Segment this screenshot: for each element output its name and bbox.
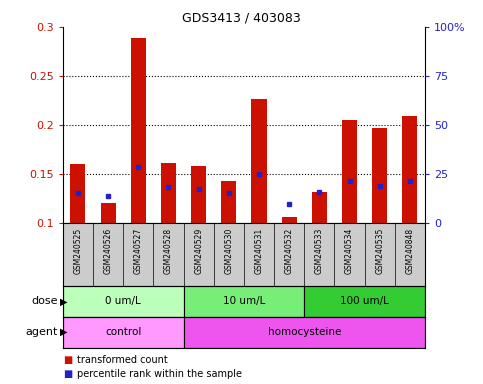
Text: GSM240527: GSM240527 bbox=[134, 228, 143, 274]
Text: ▶: ▶ bbox=[60, 296, 68, 306]
Bar bbox=[161, 163, 176, 223]
Text: GSM240848: GSM240848 bbox=[405, 228, 414, 274]
Text: ■: ■ bbox=[63, 355, 72, 365]
Bar bbox=[304, 286, 425, 317]
Text: GSM240526: GSM240526 bbox=[103, 228, 113, 274]
Text: GSM240528: GSM240528 bbox=[164, 228, 173, 274]
Text: ■: ■ bbox=[63, 369, 72, 379]
Text: GSM240534: GSM240534 bbox=[345, 228, 354, 274]
Bar bbox=[252, 99, 267, 223]
Text: control: control bbox=[105, 327, 142, 337]
Bar bbox=[402, 116, 417, 223]
Text: GSM240530: GSM240530 bbox=[224, 228, 233, 274]
Bar bbox=[184, 317, 425, 348]
Text: GDS3413 / 403083: GDS3413 / 403083 bbox=[182, 12, 301, 25]
Text: homocysteine: homocysteine bbox=[268, 327, 341, 337]
Text: 10 um/L: 10 um/L bbox=[223, 296, 265, 306]
Text: 100 um/L: 100 um/L bbox=[340, 296, 389, 306]
Text: GSM240535: GSM240535 bbox=[375, 228, 384, 274]
Text: percentile rank within the sample: percentile rank within the sample bbox=[77, 369, 242, 379]
Text: 0 um/L: 0 um/L bbox=[105, 296, 141, 306]
Bar bbox=[191, 166, 206, 223]
Bar bbox=[221, 180, 236, 223]
Bar bbox=[312, 192, 327, 223]
Bar bbox=[63, 286, 184, 317]
Bar bbox=[372, 128, 387, 223]
Text: transformed count: transformed count bbox=[77, 355, 168, 365]
Bar bbox=[184, 286, 304, 317]
Text: dose: dose bbox=[31, 296, 58, 306]
Bar bbox=[131, 38, 146, 223]
Text: GSM240529: GSM240529 bbox=[194, 228, 203, 274]
Bar bbox=[63, 317, 184, 348]
Bar bbox=[342, 120, 357, 223]
Bar bbox=[71, 164, 85, 223]
Bar bbox=[100, 203, 115, 223]
Text: GSM240532: GSM240532 bbox=[284, 228, 294, 274]
Text: GSM240531: GSM240531 bbox=[255, 228, 264, 274]
Text: GSM240525: GSM240525 bbox=[73, 228, 83, 274]
Text: ▶: ▶ bbox=[60, 327, 68, 337]
Text: GSM240533: GSM240533 bbox=[315, 228, 324, 274]
Bar bbox=[282, 217, 297, 223]
Text: agent: agent bbox=[26, 327, 58, 337]
